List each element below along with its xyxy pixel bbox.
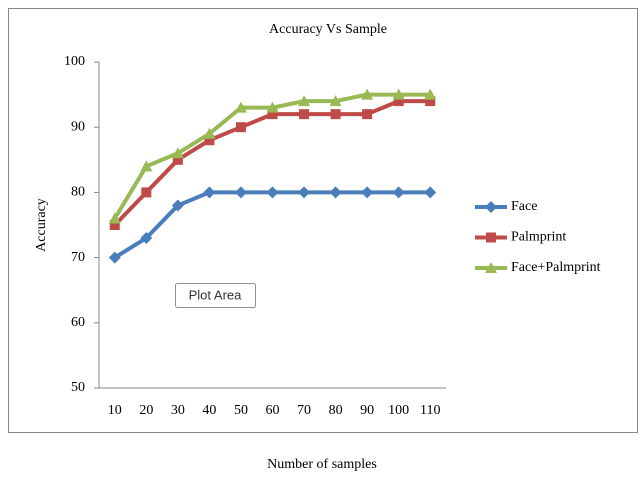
data-point	[171, 147, 184, 159]
x-tick-label: 80	[329, 403, 343, 418]
tooltip-box	[175, 283, 256, 308]
data-point	[424, 88, 437, 100]
legend-label: Face+Palmprint	[511, 260, 601, 275]
legend-label: Face	[511, 199, 537, 214]
x-tick-label: 50	[234, 403, 248, 418]
legend-marker	[486, 232, 496, 243]
data-point	[203, 127, 216, 139]
data-point	[298, 186, 311, 199]
legend-marker	[485, 262, 497, 273]
data-point	[299, 109, 310, 120]
data-point	[266, 186, 279, 199]
data-point	[393, 96, 404, 107]
chart-title: Accuracy Vs Sample	[269, 22, 387, 37]
data-point	[235, 122, 246, 133]
x-tick-label: 30	[171, 403, 185, 418]
x-axis-label: Number of samples	[267, 457, 377, 472]
data-point	[298, 95, 311, 107]
x-tick-label: 110	[420, 403, 440, 418]
legend-marker	[485, 201, 497, 213]
data-point	[392, 186, 405, 199]
data-point	[171, 199, 184, 212]
data-point	[108, 251, 121, 264]
data-point	[330, 109, 341, 120]
y-tick-label: 80	[71, 185, 85, 200]
data-point	[361, 186, 374, 199]
data-point	[425, 96, 436, 107]
chart-border	[8, 8, 638, 433]
data-point	[362, 109, 373, 120]
data-point	[140, 232, 153, 245]
data-point	[172, 154, 183, 165]
x-tick-label: 40	[202, 403, 216, 418]
data-point	[204, 135, 215, 146]
data-point	[361, 88, 374, 100]
x-tick-label: 20	[139, 403, 153, 418]
data-point	[140, 160, 153, 172]
data-point	[266, 101, 279, 113]
data-point	[424, 186, 437, 199]
y-axis-label: Accuracy	[34, 198, 49, 252]
data-point	[234, 101, 247, 113]
x-tick-label: 70	[297, 403, 311, 418]
data-point	[329, 95, 342, 107]
data-point	[267, 109, 278, 120]
y-tick-label: 90	[71, 119, 85, 134]
data-point	[392, 88, 405, 100]
y-tick-label: 70	[71, 250, 85, 265]
data-point	[203, 186, 216, 199]
data-point	[108, 212, 121, 224]
data-point	[234, 186, 247, 199]
y-tick-label: 100	[64, 54, 85, 69]
x-tick-label: 100	[388, 403, 409, 418]
x-tick-label: 10	[108, 403, 122, 418]
x-tick-label: 90	[360, 403, 374, 418]
legend-label: Palmprint	[511, 230, 566, 245]
data-point	[141, 187, 152, 198]
x-tick-label: 60	[266, 403, 280, 418]
y-tick-label: 60	[71, 315, 85, 330]
data-point	[329, 186, 342, 199]
y-tick-label: 50	[71, 380, 85, 395]
data-point	[109, 220, 120, 230]
tooltip-text: Plot Area	[189, 287, 243, 302]
